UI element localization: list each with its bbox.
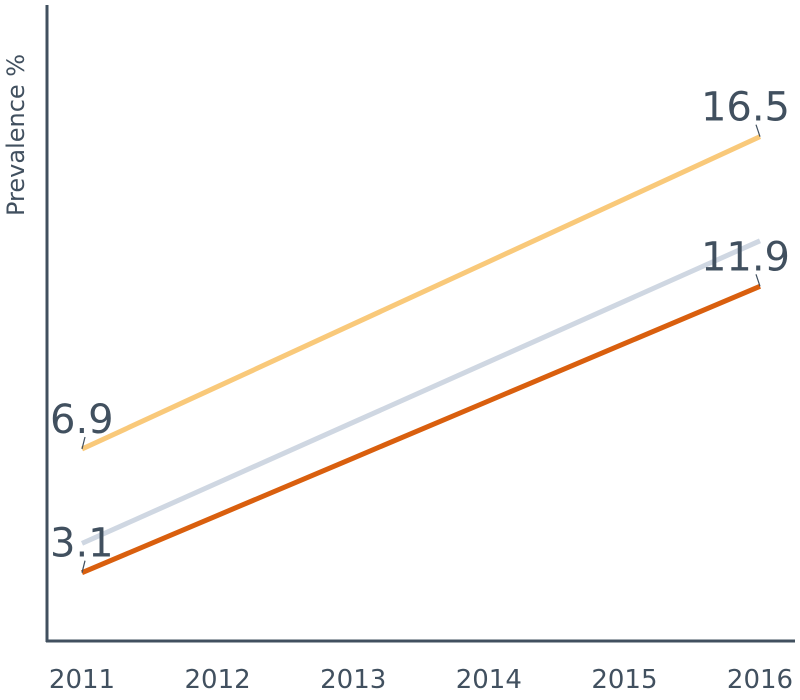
data-label-leader-1 [755,124,761,137]
x-tick-label-2012: 2012 [185,665,251,695]
data-labels: 6.9 16.5 3.1 11.9 [50,85,790,573]
x-tick-label-2014: 2014 [456,665,522,695]
x-tick-label-2013: 2013 [320,665,386,695]
data-label-start-series-0: 6.9 [50,397,114,443]
x-axis-ticks: 2011 2012 2013 2014 2015 2016 [49,665,793,695]
series-line-2 [81,284,761,575]
x-tick-label-2015: 2015 [591,665,657,695]
data-label-leader-3 [755,274,761,287]
data-label-end-series-2: 11.9 [701,234,790,280]
y-axis-title: Prevalence % [2,54,30,216]
data-label-leader-2 [81,560,86,573]
x-tick-label-2011: 2011 [49,665,115,695]
data-label-leader-0 [81,436,86,450]
data-label-start-series-2: 3.1 [50,521,114,567]
x-tick-label-2016: 2016 [727,665,793,695]
series-line-0 [80,134,762,452]
data-label-end-series-0: 16.5 [701,85,790,131]
series-layer [80,134,762,575]
series-line-1 [80,238,762,546]
